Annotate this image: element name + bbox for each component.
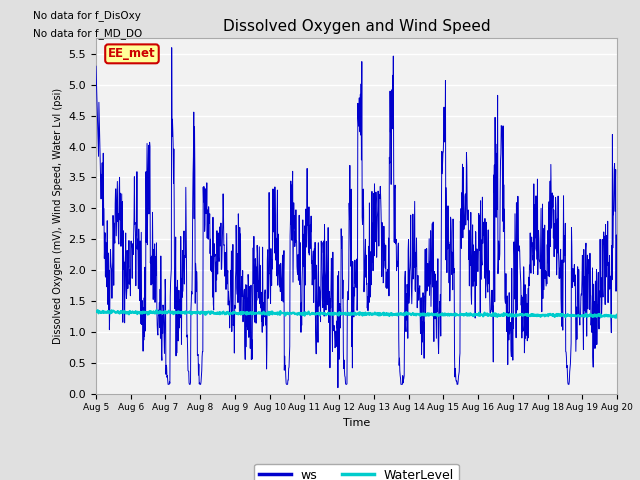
X-axis label: Time: Time xyxy=(343,418,370,428)
Text: No data for f_MD_DO: No data for f_MD_DO xyxy=(33,28,143,39)
Text: No data for f_DisOxy: No data for f_DisOxy xyxy=(33,10,141,21)
Y-axis label: Dissolved Oxygen (mV), Wind Speed, Water Lvl (psi): Dissolved Oxygen (mV), Wind Speed, Water… xyxy=(53,88,63,344)
Text: EE_met: EE_met xyxy=(108,48,156,60)
Title: Dissolved Oxygen and Wind Speed: Dissolved Oxygen and Wind Speed xyxy=(223,20,490,35)
Legend: ws, WaterLevel: ws, WaterLevel xyxy=(254,464,459,480)
